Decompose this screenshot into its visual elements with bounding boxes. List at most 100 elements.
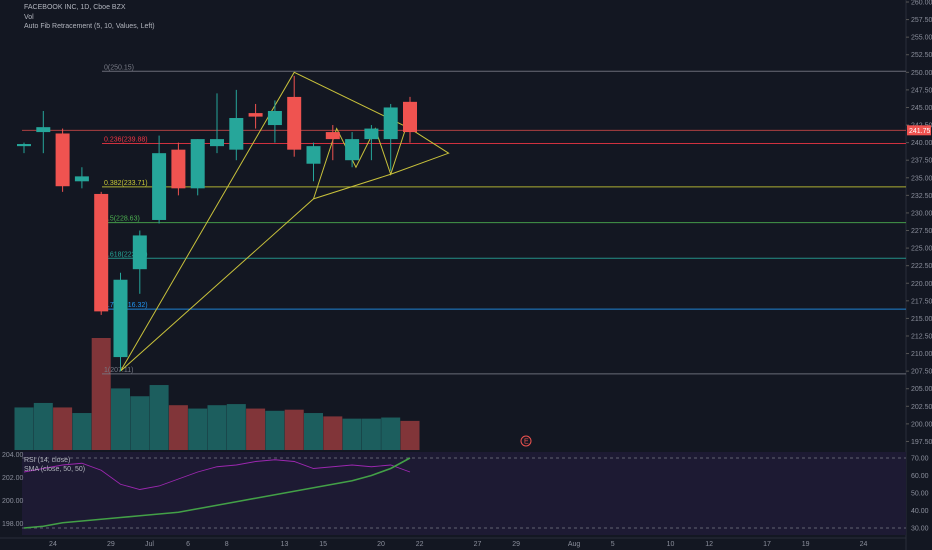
time-tick-label: 13: [281, 541, 289, 548]
price-tick-label: 260.00: [911, 0, 932, 7]
volume-label: Vol: [24, 14, 34, 21]
volume-bar: [265, 410, 285, 450]
price-tick-label: 252.50: [911, 52, 932, 59]
rsi-tick-label: 30.00: [911, 526, 929, 533]
time-tick-label: 5: [611, 541, 615, 548]
left-tick-label: 198.00: [2, 521, 24, 528]
earnings-letter: E: [524, 439, 529, 446]
price-tick-label: 230.00: [911, 210, 932, 217]
rsi-sma-line: [23, 457, 411, 529]
candle-body: [113, 279, 128, 358]
candle-body: [17, 144, 31, 147]
price-tick-label: 227.50: [911, 228, 932, 235]
rsi-panel-bg: [22, 452, 906, 535]
time-tick-label: Aug: [568, 541, 581, 548]
rsi-tick-label: 40.00: [911, 508, 929, 515]
price-tick-label: 235.00: [911, 175, 932, 182]
time-tick-label: 12: [705, 541, 713, 548]
candle-body: [345, 139, 360, 161]
volume-bar: [381, 417, 401, 450]
volume-bar: [91, 338, 111, 450]
symbol-title: FACEBOOK INC, 1D, Cboe BZX: [24, 4, 126, 11]
candle-body: [267, 110, 282, 126]
fib-indicator-label[interactable]: Auto Fib Retracement (5, 10, Values, Lef…: [24, 23, 155, 30]
candle-body: [306, 146, 321, 164]
price-tick-label: 222.50: [911, 263, 932, 270]
volume-bar: [149, 385, 169, 450]
candle-body: [55, 133, 70, 187]
volume-bar: [400, 420, 420, 450]
volume-bar: [246, 408, 266, 450]
candle-body: [132, 235, 147, 270]
price-tick-label: 207.50: [911, 369, 932, 376]
candle-body: [210, 139, 224, 147]
last-price-tag: [907, 125, 931, 136]
volume-bar: [14, 407, 34, 450]
fib-level-label: 0.236(239.88): [104, 136, 148, 143]
price-tick-label: 210.00: [911, 351, 932, 358]
candle-body: [94, 193, 109, 312]
time-tick-label: 22: [416, 541, 424, 548]
earnings-circle: [520, 435, 532, 447]
candle-body: [36, 127, 51, 133]
volume-bar: [342, 418, 362, 450]
fib-level-label: 0.5(228.63): [104, 216, 140, 223]
candle-body: [248, 113, 263, 117]
fib-level-label: 0.382(233.71): [104, 180, 148, 187]
candle-body: [383, 107, 398, 140]
volume-bar: [207, 405, 227, 450]
volume-bar: [226, 404, 246, 450]
triangle-pattern: [120, 71, 450, 372]
candle-body: [152, 153, 167, 220]
price-tick-label: 255.00: [911, 35, 932, 42]
fib-level-label: 0(250.15): [104, 64, 134, 71]
candle-body: [287, 96, 302, 150]
price-tick-label: 237.50: [911, 158, 932, 165]
price-tick-label: 205.00: [911, 386, 932, 393]
earnings-marker: E: [520, 435, 532, 447]
time-tick-label: 29: [512, 541, 520, 548]
time-tick-label: 6: [186, 541, 190, 548]
volume-bar: [33, 402, 53, 450]
price-tick-label: 202.50: [911, 404, 932, 411]
time-tick-label: 15: [319, 541, 327, 548]
fib-level-label: 1(207.11): [104, 367, 133, 374]
volume-bar: [130, 396, 150, 450]
last-price-value: 241.75: [909, 128, 931, 135]
price-tick-label: 220.00: [911, 281, 932, 288]
volume-bar: [304, 413, 323, 450]
rsi-tick-label: 70.00: [911, 456, 929, 463]
left-tick-label: 204.00: [2, 452, 24, 459]
price-tick-label: 225.00: [911, 246, 932, 253]
time-tick-label: 27: [474, 541, 482, 548]
rsi-line: [23, 459, 411, 490]
volume-bar: [72, 413, 92, 450]
rsi-legend-label: RSI (14, close): [24, 457, 70, 464]
time-tick-label: 29: [107, 541, 115, 548]
price-tick-label: 215.00: [911, 316, 932, 323]
price-tick-label: 257.50: [911, 17, 932, 24]
candle-body: [403, 101, 417, 133]
price-tick-label: 232.50: [911, 193, 932, 200]
volume-bar: [111, 388, 130, 450]
left-tick-label: 202.00: [2, 475, 24, 482]
sma-legend-label: SMA (close, 50, 50): [24, 466, 85, 473]
time-tick-label: 24: [860, 541, 868, 548]
price-tick-label: 217.50: [911, 298, 932, 305]
rsi-tick-label: 60.00: [911, 473, 929, 480]
candle-body: [171, 149, 186, 189]
candle-body: [364, 128, 379, 140]
time-tick-label: Jul: [145, 541, 154, 548]
time-tick-label: 10: [667, 541, 675, 548]
volume-bar: [323, 416, 343, 450]
candle-body: [229, 118, 244, 150]
volume-bar: [188, 408, 208, 450]
candle-body: [325, 132, 340, 140]
time-tick-label: 19: [802, 541, 810, 548]
price-tick-label: 197.50: [911, 439, 932, 446]
candle-body: [190, 139, 205, 189]
price-tick-label: 200.00: [911, 421, 932, 428]
price-tick-label: 247.50: [911, 87, 932, 94]
